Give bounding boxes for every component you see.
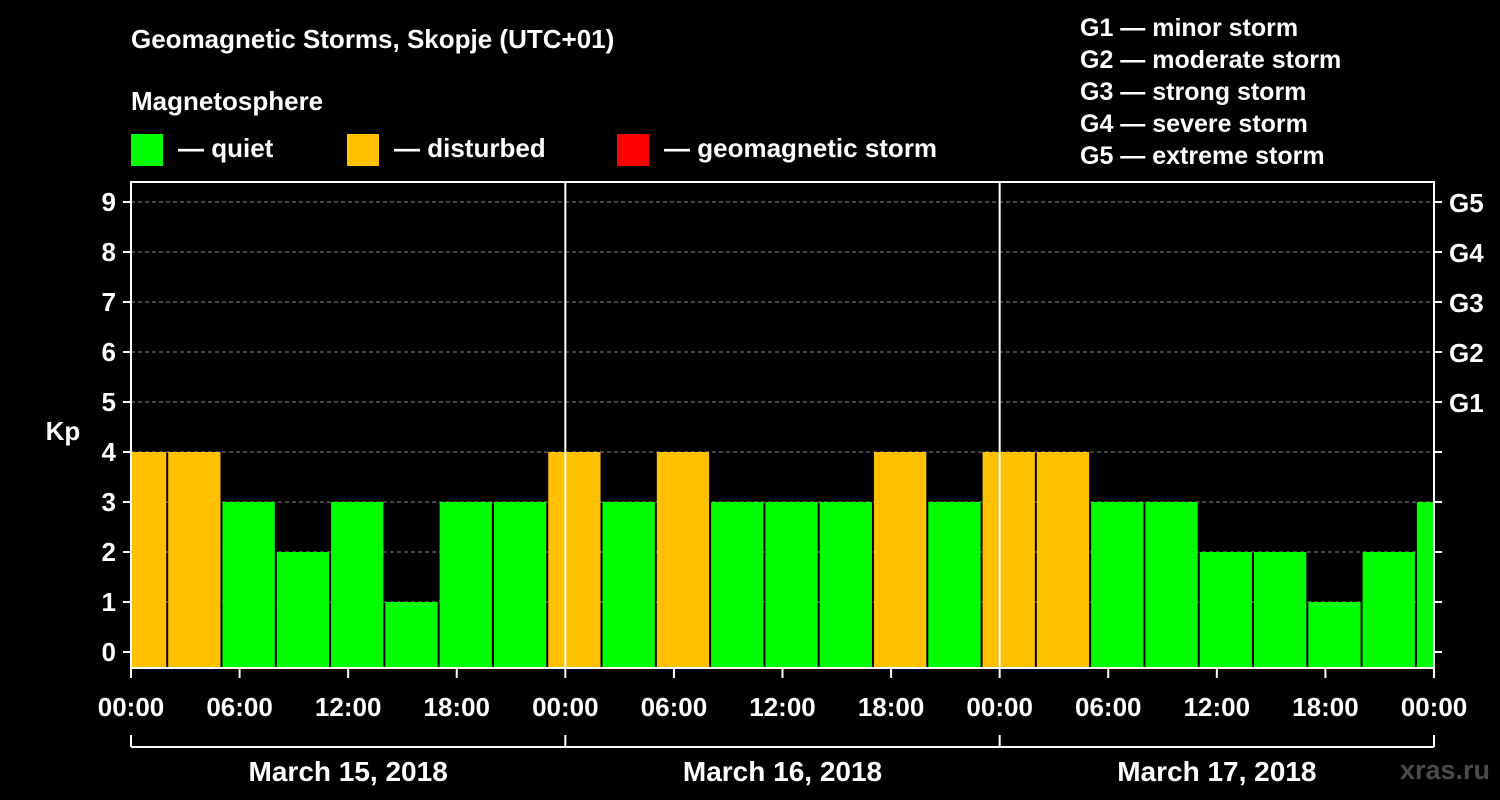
x-tick-label: 18:00: [858, 692, 925, 722]
kp-bar: [1091, 502, 1144, 668]
y-tick-label: 9: [102, 187, 116, 217]
date-label: March 16, 2018: [683, 756, 882, 787]
legend-swatch-quiet: [131, 134, 163, 166]
kp-bar: [331, 502, 384, 668]
kp-bar: [548, 452, 601, 668]
x-tick-label: 18:00: [1292, 692, 1359, 722]
x-tick-label: 12:00: [1184, 692, 1251, 722]
storm-scale-g4: G4 — severe storm: [1080, 110, 1308, 138]
kp-bar: [1416, 502, 1433, 668]
x-tick-label: 00:00: [966, 692, 1033, 722]
legend-heading: Magnetosphere: [131, 86, 324, 116]
y-axis-label: Kp: [46, 416, 81, 446]
kp-bar: [602, 502, 655, 668]
g-level-label: G1: [1449, 388, 1484, 418]
date-label: March 15, 2018: [249, 756, 448, 787]
kp-bar: [132, 452, 167, 668]
y-tick-label: 7: [102, 287, 116, 317]
kp-bar: [385, 602, 438, 668]
x-tick-label: 00:00: [532, 692, 599, 722]
y-tick-label: 8: [102, 237, 116, 267]
kp-bar: [439, 502, 492, 668]
x-tick-label: 12:00: [749, 692, 816, 722]
legend-swatch-disturbed: [347, 134, 379, 166]
g-level-label: G2: [1449, 338, 1484, 368]
g-level-label: G4: [1449, 238, 1484, 268]
x-tick-label: 18:00: [424, 692, 491, 722]
x-tick-label: 12:00: [315, 692, 382, 722]
kp-bar: [168, 452, 221, 668]
kp-bar: [711, 502, 764, 668]
x-tick-label: 00:00: [1401, 692, 1468, 722]
legend-label-quiet: — quiet: [178, 133, 274, 163]
legend-swatch-storm: [617, 134, 649, 166]
y-tick-label: 2: [102, 537, 116, 567]
g-level-label: G5: [1449, 188, 1484, 218]
kp-bar: [819, 502, 872, 668]
storm-scale-g5: G5 — extreme storm: [1080, 142, 1325, 170]
g-level-label: G3: [1449, 288, 1484, 318]
storm-scale-g1: G1 — minor storm: [1080, 14, 1299, 42]
date-label: March 17, 2018: [1117, 756, 1316, 787]
kp-bar: [276, 552, 330, 668]
kp-bar: [1199, 552, 1253, 668]
x-tick-label: 06:00: [206, 692, 273, 722]
kp-bar: [656, 452, 710, 668]
y-tick-label: 3: [102, 487, 116, 517]
legend-label-storm: — geomagnetic storm: [664, 133, 938, 163]
kp-bar: [1254, 552, 1307, 668]
kp-bar: [1362, 552, 1415, 668]
storm-scale-g3: G3 — strong storm: [1080, 78, 1307, 106]
kp-bar: [222, 502, 275, 668]
storm-scale-g2: G2 — moderate storm: [1080, 46, 1342, 74]
x-tick-label: 06:00: [641, 692, 708, 722]
y-tick-label: 1: [102, 587, 116, 617]
kp-bar: [873, 452, 927, 668]
legend-label-disturbed: — disturbed: [394, 133, 546, 163]
y-tick-label: 4: [102, 437, 117, 467]
y-tick-label: 0: [102, 637, 116, 667]
y-tick-label: 6: [102, 337, 116, 367]
y-tick-label: 5: [102, 387, 116, 417]
kp-bar: [928, 502, 981, 668]
chart-title: Geomagnetic Storms, Skopje (UTC+01): [131, 24, 615, 54]
kp-bar: [1145, 502, 1198, 668]
x-tick-label: 06:00: [1075, 692, 1142, 722]
x-tick-label: 00:00: [98, 692, 165, 722]
kp-bar: [765, 502, 818, 668]
kp-bar: [493, 502, 547, 668]
kp-bar: [982, 452, 1035, 668]
kp-bar: [1308, 602, 1361, 668]
watermark: xras.ru: [1399, 755, 1490, 785]
kp-bar: [1036, 452, 1090, 668]
